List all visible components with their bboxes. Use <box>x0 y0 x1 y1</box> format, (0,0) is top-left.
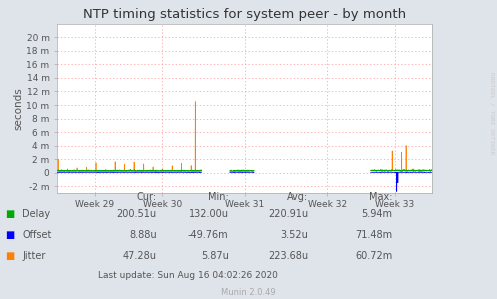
Text: ■: ■ <box>5 251 14 261</box>
Text: 71.48m: 71.48m <box>355 230 393 240</box>
Y-axis label: seconds: seconds <box>13 87 24 130</box>
Text: Cur:: Cur: <box>137 192 157 202</box>
Text: Last update: Sun Aug 16 04:02:26 2020: Last update: Sun Aug 16 04:02:26 2020 <box>98 271 278 280</box>
Text: Offset: Offset <box>22 230 52 240</box>
Text: 200.51u: 200.51u <box>116 209 157 219</box>
Text: 5.87u: 5.87u <box>201 251 229 261</box>
Text: 132.00u: 132.00u <box>189 209 229 219</box>
Text: 8.88u: 8.88u <box>129 230 157 240</box>
Text: Jitter: Jitter <box>22 251 46 261</box>
Text: RRDTOOL / TOBI OETIKER: RRDTOOL / TOBI OETIKER <box>490 72 495 155</box>
Text: Delay: Delay <box>22 209 51 219</box>
Title: NTP timing statistics for system peer - by month: NTP timing statistics for system peer - … <box>83 8 407 21</box>
Text: 220.91u: 220.91u <box>268 209 308 219</box>
Text: 223.68u: 223.68u <box>268 251 308 261</box>
Text: ■: ■ <box>5 209 14 219</box>
Text: 3.52u: 3.52u <box>280 230 308 240</box>
Text: Munin 2.0.49: Munin 2.0.49 <box>221 288 276 297</box>
Text: 5.94m: 5.94m <box>362 209 393 219</box>
Text: Avg:: Avg: <box>287 192 308 202</box>
Text: Max:: Max: <box>369 192 393 202</box>
Text: 60.72m: 60.72m <box>355 251 393 261</box>
Text: Min:: Min: <box>208 192 229 202</box>
Text: ■: ■ <box>5 230 14 240</box>
Text: -49.76m: -49.76m <box>188 230 229 240</box>
Text: 47.28u: 47.28u <box>123 251 157 261</box>
